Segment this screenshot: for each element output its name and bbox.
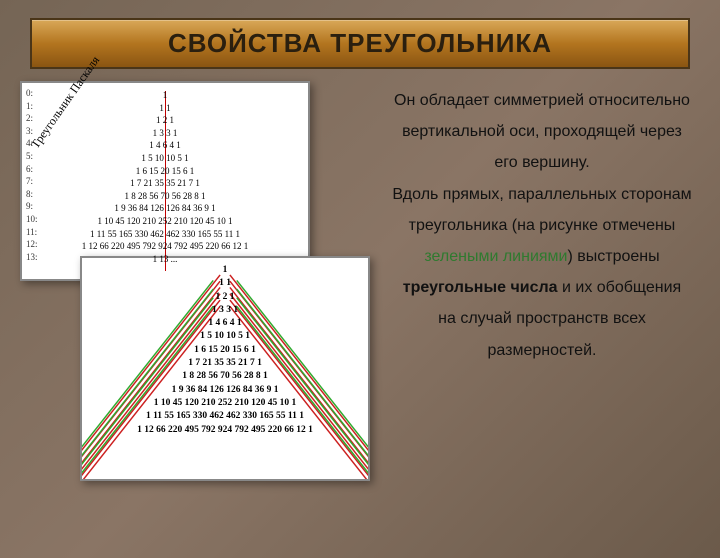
- row-index: 8:: [26, 188, 38, 201]
- triangle-row: 1 10 45 120 210 252 210 120 45 10 1: [88, 397, 362, 410]
- row-index: 11:: [26, 226, 38, 239]
- row-index: 3:: [26, 125, 38, 138]
- triangle-row: 1 9 36 84 126 126 84 36 9 1: [88, 384, 362, 397]
- row-index: 10:: [26, 213, 38, 226]
- triangle-row: 1 2 1: [88, 291, 362, 304]
- pascal-triangle-1: 11 11 2 11 3 3 11 4 6 4 11 5 10 10 5 11 …: [28, 89, 302, 265]
- description-text: Он обладает симметрией относительно верт…: [392, 81, 692, 366]
- desc-green-phrase: зелеными линиями: [424, 248, 567, 265]
- figure-pascal-symmetry: Треугольник Паскаля 0:1:2:3:4:5:6:7:8:9:…: [20, 81, 310, 281]
- triangle-row: 1 6 15 20 15 6 1: [28, 165, 302, 178]
- triangle-row: 1 4 6 4 1: [88, 317, 362, 330]
- figure-pascal-diagonals: 11 11 2 11 3 3 11 4 6 4 11 5 10 10 5 11 …: [80, 256, 370, 481]
- triangle-row: 1 7 21 35 35 21 7 1: [88, 357, 362, 370]
- triangle-row: 1 10 45 120 210 252 210 120 45 10 1: [28, 215, 302, 228]
- row-index: 0:: [26, 87, 38, 100]
- triangle-row: 1 5 10 10 5 1: [88, 330, 362, 343]
- triangle-row: 1 11 55 165 330 462 462 330 165 55 11 1: [28, 228, 302, 241]
- pascal-triangle-2: 11 11 2 11 3 3 11 4 6 4 11 5 10 10 5 11 …: [88, 264, 362, 437]
- row-index: 12:: [26, 238, 38, 251]
- triangle-row: 1 8 28 56 70 56 28 8 1: [28, 190, 302, 203]
- triangle-row: 1 7 21 35 35 21 7 1: [28, 177, 302, 190]
- row-index: 2:: [26, 112, 38, 125]
- desc-bold-phrase: треугольные числа: [403, 279, 558, 296]
- desc-symmetry: Он обладает симметрией относительно верт…: [392, 85, 692, 179]
- triangle-row: 1 9 36 84 126 126 84 36 9 1: [28, 202, 302, 215]
- row-index: 13:: [26, 251, 38, 264]
- desc-diagonals: Вдоль прямых, параллельных сторонам треу…: [392, 179, 692, 366]
- triangle-row: 1: [88, 264, 362, 277]
- row-index: 5:: [26, 150, 38, 163]
- triangle-row: 1 3 3 1: [88, 304, 362, 317]
- triangle-row: 1 8 28 56 70 56 28 8 1: [88, 370, 362, 383]
- row-index: 4:: [26, 137, 38, 150]
- triangle-row: 1 12 66 220 495 792 924 792 495 220 66 1…: [88, 424, 362, 437]
- triangle-row: 1 3 3 1: [28, 127, 302, 140]
- triangle-row: 1 1: [88, 277, 362, 290]
- title-banner: СВОЙСТВА ТРЕУГОЛЬНИКА: [30, 18, 690, 69]
- row-index: 9:: [26, 200, 38, 213]
- row-index-column: 0:1:2:3:4:5:6:7:8:9:10:11:12:13:: [26, 87, 38, 263]
- triangle-row: 1 11 55 165 330 462 462 330 165 55 11 1: [88, 410, 362, 423]
- triangle-row: 1 4 6 4 1: [28, 139, 302, 152]
- desc-lead: Вдоль прямых, параллельных сторонам треу…: [392, 186, 691, 234]
- figures-column: Треугольник Паскаля 0:1:2:3:4:5:6:7:8:9:…: [20, 81, 380, 366]
- triangle-row: 1 2 1: [28, 114, 302, 127]
- triangle-row: 1 12 66 220 495 792 924 792 495 220 66 1…: [28, 240, 302, 253]
- row-index: 1:: [26, 100, 38, 113]
- desc-after-green: ) выстроены: [567, 248, 659, 265]
- content-area: Треугольник Паскаля 0:1:2:3:4:5:6:7:8:9:…: [0, 81, 720, 366]
- triangle-row: 1 5 10 10 5 1: [28, 152, 302, 165]
- row-index: 6:: [26, 163, 38, 176]
- page-title: СВОЙСТВА ТРЕУГОЛЬНИКА: [44, 28, 676, 59]
- row-index: 7:: [26, 175, 38, 188]
- triangle-row: 1 6 15 20 15 6 1: [88, 344, 362, 357]
